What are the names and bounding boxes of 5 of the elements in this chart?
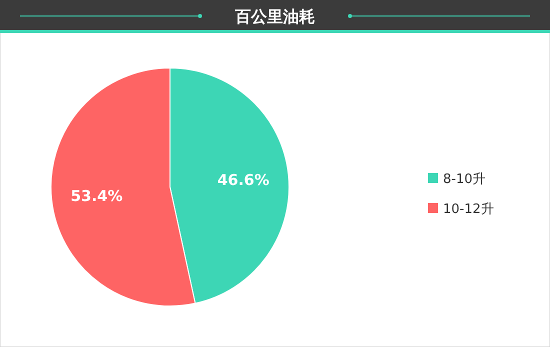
legend-label: 8-10升 xyxy=(443,172,486,187)
data-label: 46.6% xyxy=(217,171,270,190)
chart-title: 百公里油耗 xyxy=(234,7,315,26)
data-label: 53.4% xyxy=(70,186,123,205)
legend-label: 10-12升 xyxy=(443,202,494,217)
